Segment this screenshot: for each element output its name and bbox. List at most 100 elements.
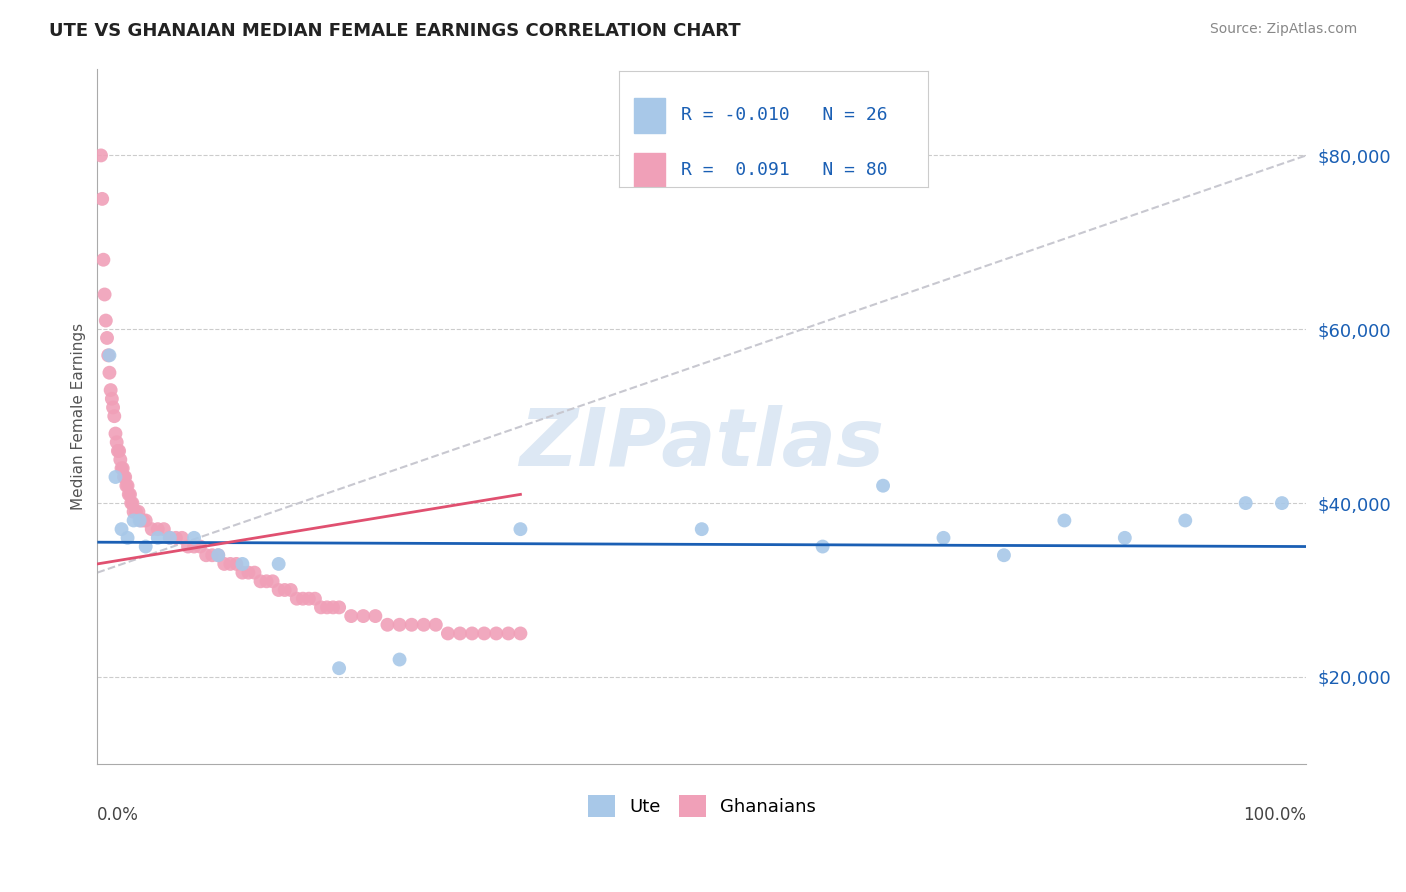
Point xyxy=(304,591,326,606)
Point xyxy=(273,582,295,597)
FancyBboxPatch shape xyxy=(634,98,665,133)
Point xyxy=(96,331,118,345)
Point xyxy=(101,392,124,406)
Point xyxy=(461,626,484,640)
Point xyxy=(183,540,205,554)
Point xyxy=(262,574,284,589)
Point xyxy=(98,348,121,362)
Point xyxy=(105,435,128,450)
Point xyxy=(127,505,149,519)
Text: R = -0.010   N = 26: R = -0.010 N = 26 xyxy=(681,106,887,124)
Point xyxy=(485,626,508,640)
Point xyxy=(207,548,229,562)
Point xyxy=(101,401,124,415)
Point xyxy=(214,557,236,571)
Point xyxy=(132,513,155,527)
Point xyxy=(117,479,139,493)
Point xyxy=(110,522,132,536)
Point xyxy=(328,661,350,675)
Point xyxy=(219,557,242,571)
Point xyxy=(135,513,157,527)
Point xyxy=(388,652,411,666)
Point xyxy=(267,557,290,571)
Point xyxy=(107,444,129,458)
Point xyxy=(97,348,120,362)
Text: UTE VS GHANAIAN MEDIAN FEMALE EARNINGS CORRELATION CHART: UTE VS GHANAIAN MEDIAN FEMALE EARNINGS C… xyxy=(49,22,741,40)
Point xyxy=(146,522,169,536)
Text: 100.0%: 100.0% xyxy=(1243,805,1306,823)
Point xyxy=(1174,513,1197,527)
Text: 0.0%: 0.0% xyxy=(97,805,139,823)
Point xyxy=(201,548,224,562)
Point xyxy=(509,626,531,640)
Point xyxy=(340,609,363,624)
Point xyxy=(141,522,163,536)
Point xyxy=(401,617,423,632)
Point xyxy=(377,617,399,632)
Point xyxy=(93,252,115,267)
Point xyxy=(932,531,955,545)
Point xyxy=(322,600,344,615)
Point xyxy=(1114,531,1136,545)
Point xyxy=(207,548,229,562)
Point xyxy=(100,383,122,397)
Point xyxy=(225,557,247,571)
Point xyxy=(298,591,321,606)
Point xyxy=(195,548,218,562)
Point xyxy=(249,574,271,589)
Point xyxy=(104,470,127,484)
Point xyxy=(103,409,125,424)
Point xyxy=(110,461,132,475)
Point xyxy=(243,566,266,580)
Point xyxy=(128,513,150,527)
Point xyxy=(98,366,121,380)
Text: ZIPatlas: ZIPatlas xyxy=(519,405,884,483)
Point xyxy=(238,566,260,580)
Point xyxy=(309,600,332,615)
Point xyxy=(129,513,152,527)
Point xyxy=(231,557,253,571)
Legend: Ute, Ghanaians: Ute, Ghanaians xyxy=(581,788,823,824)
Point xyxy=(449,626,471,640)
Point xyxy=(472,626,495,640)
Point xyxy=(122,513,145,527)
Point xyxy=(111,461,134,475)
Point xyxy=(125,505,148,519)
Y-axis label: Median Female Earnings: Median Female Earnings xyxy=(72,323,86,509)
Point xyxy=(256,574,278,589)
Point xyxy=(110,452,132,467)
Point xyxy=(159,531,181,545)
Point xyxy=(90,148,112,162)
Text: R =  0.091   N = 80: R = 0.091 N = 80 xyxy=(681,161,887,179)
Point xyxy=(388,617,411,632)
Point xyxy=(811,540,834,554)
Point xyxy=(425,617,447,632)
Point xyxy=(509,522,531,536)
Point xyxy=(280,582,302,597)
Point xyxy=(114,470,136,484)
Point xyxy=(412,617,434,632)
Point xyxy=(118,487,141,501)
Point xyxy=(285,591,308,606)
Point xyxy=(291,591,314,606)
Point xyxy=(437,626,460,640)
FancyBboxPatch shape xyxy=(634,153,665,187)
Point xyxy=(170,531,193,545)
Point xyxy=(94,313,117,327)
Point xyxy=(93,287,115,301)
Point xyxy=(690,522,713,536)
Point xyxy=(108,444,131,458)
Point xyxy=(1234,496,1257,510)
Point xyxy=(993,548,1015,562)
Point xyxy=(231,566,253,580)
Point xyxy=(177,540,200,554)
Point xyxy=(183,531,205,545)
Point xyxy=(118,487,141,501)
Point xyxy=(115,479,138,493)
Point xyxy=(146,531,169,545)
Point xyxy=(165,531,187,545)
Point xyxy=(104,426,127,441)
Point xyxy=(135,540,157,554)
Point xyxy=(352,609,374,624)
Point xyxy=(117,531,139,545)
